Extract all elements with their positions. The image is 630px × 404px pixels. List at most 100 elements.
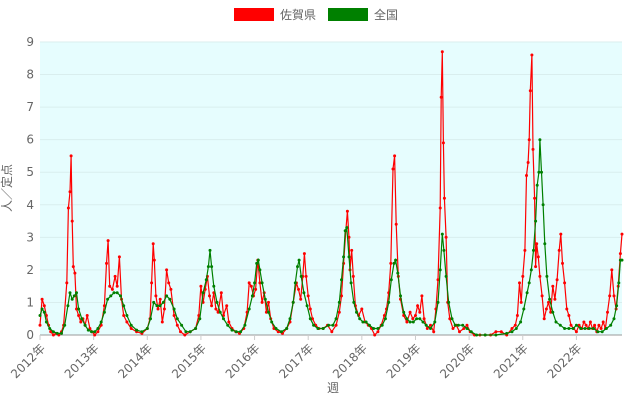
data-point xyxy=(75,307,78,311)
data-point xyxy=(108,284,112,288)
data-point xyxy=(85,314,89,317)
data-point xyxy=(212,284,216,288)
data-point xyxy=(347,255,351,259)
data-point xyxy=(188,330,192,334)
data-point xyxy=(79,320,83,324)
data-point xyxy=(352,300,356,304)
data-point xyxy=(531,147,535,151)
data-point xyxy=(606,310,609,314)
data-point xyxy=(544,307,548,311)
legend-swatch xyxy=(234,8,274,21)
data-point xyxy=(617,281,621,285)
data-point xyxy=(106,297,110,301)
data-point xyxy=(545,274,549,278)
y-tick-label: 8 xyxy=(26,68,34,82)
data-point xyxy=(288,317,292,321)
data-point xyxy=(291,300,295,304)
data-point xyxy=(304,274,308,278)
data-point xyxy=(316,327,320,330)
data-point xyxy=(475,333,479,337)
y-tick-label: 6 xyxy=(26,133,34,147)
data-point xyxy=(198,317,202,321)
data-point xyxy=(149,317,152,321)
data-point xyxy=(109,294,113,298)
data-point xyxy=(194,327,198,330)
data-point xyxy=(567,327,571,330)
data-point xyxy=(337,300,341,304)
data-point xyxy=(574,323,578,327)
data-point xyxy=(393,154,397,158)
data-point xyxy=(66,304,70,308)
data-point xyxy=(349,281,353,285)
data-point xyxy=(219,291,223,295)
data-point xyxy=(168,297,172,301)
data-point xyxy=(38,323,42,327)
series-2 xyxy=(38,138,624,337)
data-point xyxy=(547,300,550,304)
data-point xyxy=(42,310,46,314)
y-tick-label: 2 xyxy=(26,263,34,277)
data-point xyxy=(160,320,164,324)
x-axis-label: 週 xyxy=(327,381,339,395)
data-point xyxy=(535,242,539,246)
data-point xyxy=(597,323,601,327)
series-layer xyxy=(38,50,624,337)
data-point xyxy=(258,268,262,272)
data-point xyxy=(106,239,110,243)
data-point xyxy=(71,265,75,269)
data-point xyxy=(51,333,55,337)
data-point xyxy=(119,294,122,298)
data-point xyxy=(158,297,162,301)
data-point xyxy=(525,174,528,177)
data-point xyxy=(440,50,444,54)
data-point xyxy=(40,307,44,311)
data-point xyxy=(588,320,592,324)
data-point xyxy=(415,317,419,321)
data-point xyxy=(214,307,218,311)
data-point xyxy=(513,323,517,327)
y-axis-label: 人／定点 xyxy=(0,164,14,212)
data-point xyxy=(222,317,225,321)
data-point xyxy=(285,327,289,330)
data-point xyxy=(563,281,567,285)
data-point xyxy=(533,196,537,200)
data-point xyxy=(418,310,422,314)
x-tick-label: 2013年 xyxy=(62,341,102,381)
data-point xyxy=(571,327,575,330)
data-point xyxy=(183,333,187,337)
data-point xyxy=(535,183,539,187)
data-point xyxy=(184,330,188,334)
x-tick-label: 2019年 xyxy=(384,341,424,381)
data-point xyxy=(618,252,622,256)
data-point xyxy=(530,53,534,57)
data-point xyxy=(425,327,429,330)
y-tick-label: 7 xyxy=(26,100,34,114)
data-point xyxy=(264,310,268,314)
data-point xyxy=(350,248,354,252)
data-point xyxy=(360,307,364,311)
data-point xyxy=(73,271,77,275)
data-point xyxy=(340,278,343,282)
data-point xyxy=(299,297,303,301)
data-point xyxy=(416,304,420,308)
data-point xyxy=(521,274,525,278)
data-point xyxy=(515,314,519,317)
data-point xyxy=(538,138,542,142)
data-point xyxy=(367,323,371,327)
data-point xyxy=(250,294,254,298)
data-point xyxy=(399,294,402,298)
data-point xyxy=(542,317,546,321)
data-point xyxy=(510,330,514,334)
data-point xyxy=(442,196,446,200)
data-point xyxy=(234,330,238,334)
data-point xyxy=(267,300,270,304)
data-point xyxy=(593,323,597,327)
x-tick-label: 2018年 xyxy=(330,341,370,381)
data-point xyxy=(42,304,46,308)
y-tick-label: 3 xyxy=(26,230,34,244)
data-point xyxy=(620,258,624,262)
data-point xyxy=(543,242,547,246)
data-point xyxy=(152,300,156,304)
data-point xyxy=(551,284,555,288)
